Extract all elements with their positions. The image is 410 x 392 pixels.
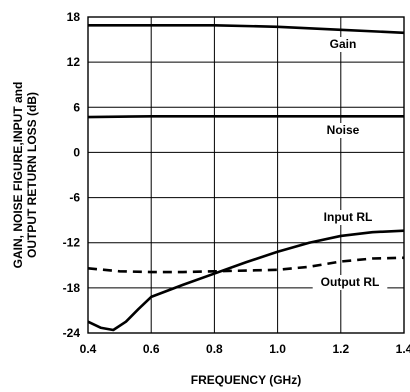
y-axis-label-line-2: OUTPUT RETURN LOSS (dB): [25, 92, 39, 258]
y-tick-labels: 18 12 6 0 -6 -12 -18 -24: [63, 10, 81, 340]
series-label-bg-1: [320, 123, 366, 138]
x-tick-label: 0.8: [206, 342, 223, 356]
x-tick-label: 1.2: [332, 342, 349, 356]
plot-frame: [87, 16, 405, 334]
y-tick-label: -18: [63, 281, 81, 295]
y-tick-label: 6: [73, 100, 80, 114]
series-line-output-rl: [87, 256, 405, 274]
series-label-input-rl: Input RL: [324, 210, 373, 224]
y-tick-label: 18: [67, 10, 81, 24]
series-label-noise: Noise: [327, 123, 360, 137]
y-tick-label: -24: [63, 326, 81, 340]
x-tick-labels: 0.4 0.6 0.8 1.0 1.2 1.4: [80, 342, 410, 356]
y-tick-label: 12: [67, 55, 81, 69]
series-layer: [87, 23, 405, 332]
x-tick-label: 1.0: [269, 342, 286, 356]
y-tick-label: 0: [73, 145, 80, 159]
series-line-gain: [88, 23, 405, 35]
x-tick-label: 0.6: [143, 342, 160, 356]
series-label-bg-3: [312, 275, 388, 290]
series-label-layer: Gain Noise Input RL Output RL: [312, 37, 388, 290]
y-axis-label: GAIN, NOISE FIGURE,INPUT andOUTPUT RETUR…: [11, 82, 39, 269]
x-axis-label: FREQUENCY (GHz): [191, 373, 301, 387]
series-line-noise: [87, 115, 404, 119]
series-label-bg-0: [324, 37, 362, 52]
y-tick-label: -6: [69, 191, 80, 205]
y-tick-label: -12: [63, 236, 81, 250]
x-tick-label: 0.4: [80, 342, 97, 356]
y-axis-label-line-1: GAIN, NOISE FIGURE,INPUT and: [11, 82, 25, 269]
series-label-output-rl: Output RL: [321, 275, 380, 289]
series-label-bg-2: [314, 210, 382, 225]
series-line-input-rl: [87, 229, 405, 332]
series-label-gain: Gain: [330, 37, 357, 51]
x-tick-label: 1.4: [396, 342, 410, 356]
